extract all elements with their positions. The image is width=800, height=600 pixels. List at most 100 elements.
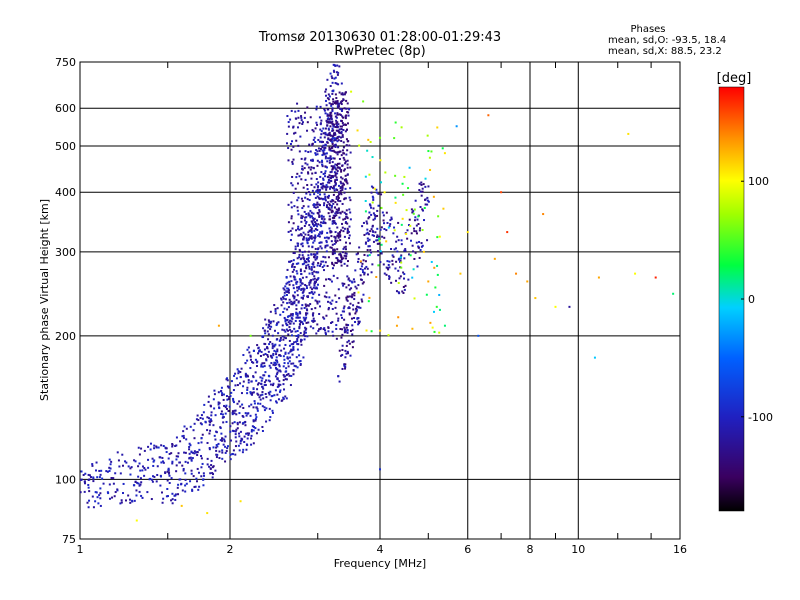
data-point <box>325 186 328 189</box>
data-point <box>283 388 286 391</box>
data-point <box>300 339 303 342</box>
data-point <box>363 267 366 270</box>
data-point <box>361 282 364 285</box>
data-point <box>159 484 162 487</box>
data-point <box>346 299 349 302</box>
data-point <box>251 393 254 396</box>
data-point <box>171 443 174 446</box>
data-point <box>401 217 404 220</box>
data-point <box>108 469 111 472</box>
data-point <box>336 259 339 262</box>
data-point <box>137 446 140 449</box>
data-point <box>92 480 95 483</box>
data-point <box>265 379 268 382</box>
data-point <box>349 302 352 305</box>
data-point <box>394 267 397 270</box>
data-point <box>308 267 311 270</box>
data-point <box>348 313 351 316</box>
data-point <box>349 329 352 332</box>
data-point <box>332 69 335 72</box>
data-point <box>363 273 366 276</box>
data-point <box>387 334 390 337</box>
data-point <box>383 236 386 239</box>
data-point <box>304 157 307 160</box>
data-point <box>379 250 382 253</box>
data-point <box>220 439 223 442</box>
data-point <box>297 242 300 245</box>
data-point <box>341 226 344 229</box>
data-point <box>303 306 306 309</box>
data-point <box>178 461 181 464</box>
data-point <box>336 239 339 242</box>
data-point <box>634 272 637 275</box>
data-point <box>411 276 414 279</box>
data-point <box>330 118 333 121</box>
data-point <box>197 488 200 491</box>
data-point <box>333 144 336 147</box>
data-point <box>357 284 360 287</box>
data-point <box>353 298 356 301</box>
data-point <box>167 457 170 460</box>
data-point <box>324 246 327 249</box>
data-point <box>326 133 329 136</box>
data-point <box>139 469 142 472</box>
data-point <box>368 211 371 214</box>
data-point <box>344 365 347 368</box>
data-point <box>314 247 317 250</box>
data-point <box>366 249 369 252</box>
data-point <box>377 242 380 245</box>
data-point <box>340 314 343 317</box>
data-point <box>256 388 259 391</box>
data-point <box>336 151 339 154</box>
data-point <box>300 234 303 237</box>
data-point <box>339 187 342 190</box>
data-point <box>278 380 281 383</box>
data-point <box>296 289 299 292</box>
data-point <box>337 103 340 106</box>
data-point <box>343 318 346 321</box>
data-point <box>313 236 316 239</box>
data-point <box>252 420 255 423</box>
data-point <box>292 191 295 194</box>
data-point <box>249 414 252 417</box>
data-point <box>342 124 345 127</box>
data-point <box>342 93 345 96</box>
data-point <box>397 221 400 224</box>
colorbar-tick-label: -100 <box>748 411 773 424</box>
data-point <box>380 226 383 229</box>
data-point <box>362 100 365 103</box>
data-point <box>221 394 224 397</box>
data-point <box>297 126 300 129</box>
data-point <box>342 141 345 144</box>
data-point <box>333 249 336 252</box>
data-point <box>284 330 287 333</box>
data-point <box>98 494 101 497</box>
data-point <box>358 144 361 147</box>
data-point <box>99 492 102 495</box>
data-point <box>233 412 236 415</box>
data-point <box>314 152 317 155</box>
x-tick-label: 4 <box>377 543 384 556</box>
data-point <box>331 161 334 164</box>
data-point <box>422 183 425 186</box>
data-point <box>330 302 333 305</box>
data-point <box>343 329 346 332</box>
data-point <box>340 136 343 139</box>
data-point <box>376 214 379 217</box>
data-point <box>371 234 374 237</box>
data-point <box>289 229 292 232</box>
data-point <box>340 125 343 128</box>
data-point <box>392 232 395 235</box>
data-point <box>342 230 345 233</box>
data-point <box>302 287 305 290</box>
data-point <box>309 279 312 282</box>
y-tick-label: 75 <box>62 533 76 546</box>
data-point <box>238 412 241 415</box>
data-point <box>329 157 332 160</box>
data-point <box>324 131 327 134</box>
data-point <box>147 466 150 469</box>
data-point <box>249 358 252 361</box>
data-point <box>335 196 338 199</box>
data-point <box>322 255 325 258</box>
data-point <box>287 357 290 360</box>
